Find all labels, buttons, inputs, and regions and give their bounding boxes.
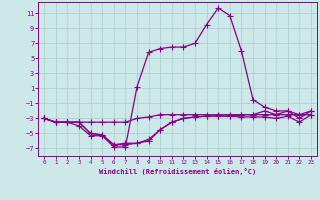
X-axis label: Windchill (Refroidissement éolien,°C): Windchill (Refroidissement éolien,°C) [99,168,256,175]
